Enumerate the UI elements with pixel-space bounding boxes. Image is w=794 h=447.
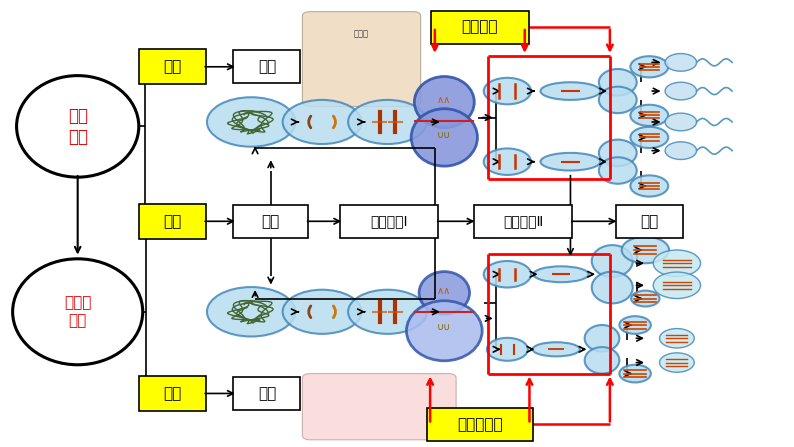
Circle shape: [630, 127, 669, 148]
Circle shape: [631, 291, 660, 307]
Circle shape: [207, 287, 295, 337]
Circle shape: [484, 148, 531, 175]
Circle shape: [348, 100, 427, 144]
FancyBboxPatch shape: [139, 204, 206, 239]
FancyBboxPatch shape: [233, 50, 300, 83]
Circle shape: [283, 100, 361, 144]
Text: 均等分裂: 均等分裂: [461, 20, 498, 34]
Circle shape: [653, 250, 700, 277]
Circle shape: [653, 272, 700, 299]
FancyBboxPatch shape: [430, 10, 529, 44]
Circle shape: [619, 316, 651, 334]
Text: 卵巢: 卵巢: [258, 386, 276, 401]
Circle shape: [665, 82, 696, 100]
FancyBboxPatch shape: [474, 205, 572, 238]
FancyBboxPatch shape: [426, 408, 533, 441]
FancyBboxPatch shape: [303, 12, 421, 106]
Circle shape: [207, 97, 295, 147]
Ellipse shape: [411, 109, 477, 166]
Text: 减数分裂Ⅰ: 减数分裂Ⅰ: [370, 214, 408, 228]
Ellipse shape: [599, 87, 637, 113]
Text: 过程: 过程: [164, 214, 181, 229]
Circle shape: [665, 142, 696, 160]
Circle shape: [622, 237, 669, 263]
Text: 变形: 变形: [640, 214, 658, 229]
FancyBboxPatch shape: [303, 374, 456, 440]
Circle shape: [665, 54, 696, 71]
Ellipse shape: [534, 266, 588, 282]
Ellipse shape: [599, 139, 637, 166]
Text: 精子
形成: 精子 形成: [67, 107, 87, 146]
Text: 不均等分裂: 不均等分裂: [457, 417, 503, 432]
Ellipse shape: [407, 301, 482, 361]
FancyBboxPatch shape: [616, 205, 683, 238]
Circle shape: [665, 113, 696, 131]
Ellipse shape: [541, 153, 600, 170]
Circle shape: [660, 329, 694, 348]
FancyBboxPatch shape: [139, 376, 206, 411]
Ellipse shape: [584, 325, 619, 351]
Circle shape: [484, 261, 531, 287]
Ellipse shape: [541, 82, 600, 100]
Circle shape: [660, 353, 694, 372]
Ellipse shape: [533, 342, 580, 356]
Ellipse shape: [414, 76, 474, 128]
Circle shape: [487, 338, 528, 361]
Circle shape: [630, 56, 669, 77]
FancyBboxPatch shape: [139, 49, 206, 84]
Circle shape: [630, 105, 669, 126]
Text: 睾丸: 睾丸: [258, 59, 276, 74]
Ellipse shape: [592, 245, 633, 277]
FancyBboxPatch shape: [233, 205, 308, 238]
Ellipse shape: [592, 272, 633, 304]
Text: 曲精管: 曲精管: [354, 29, 369, 38]
Text: ∧∧: ∧∧: [437, 286, 452, 296]
Text: ∪∪: ∪∪: [437, 130, 452, 140]
Circle shape: [348, 290, 427, 334]
FancyBboxPatch shape: [233, 377, 300, 410]
Text: 卵细胞
形成: 卵细胞 形成: [64, 295, 91, 328]
Circle shape: [484, 78, 531, 104]
Circle shape: [630, 175, 669, 197]
Ellipse shape: [599, 157, 637, 184]
Circle shape: [283, 290, 361, 334]
Text: 场所: 场所: [164, 386, 181, 401]
FancyBboxPatch shape: [340, 205, 438, 238]
Text: ∪∪: ∪∪: [437, 322, 452, 332]
Text: ∧∧: ∧∧: [437, 95, 452, 105]
Circle shape: [619, 365, 651, 383]
Text: 减数分裂Ⅱ: 减数分裂Ⅱ: [503, 214, 543, 228]
Ellipse shape: [584, 347, 619, 374]
Ellipse shape: [419, 272, 469, 314]
Ellipse shape: [599, 69, 637, 96]
Text: 间期: 间期: [262, 214, 280, 229]
Text: 场所: 场所: [164, 59, 181, 74]
